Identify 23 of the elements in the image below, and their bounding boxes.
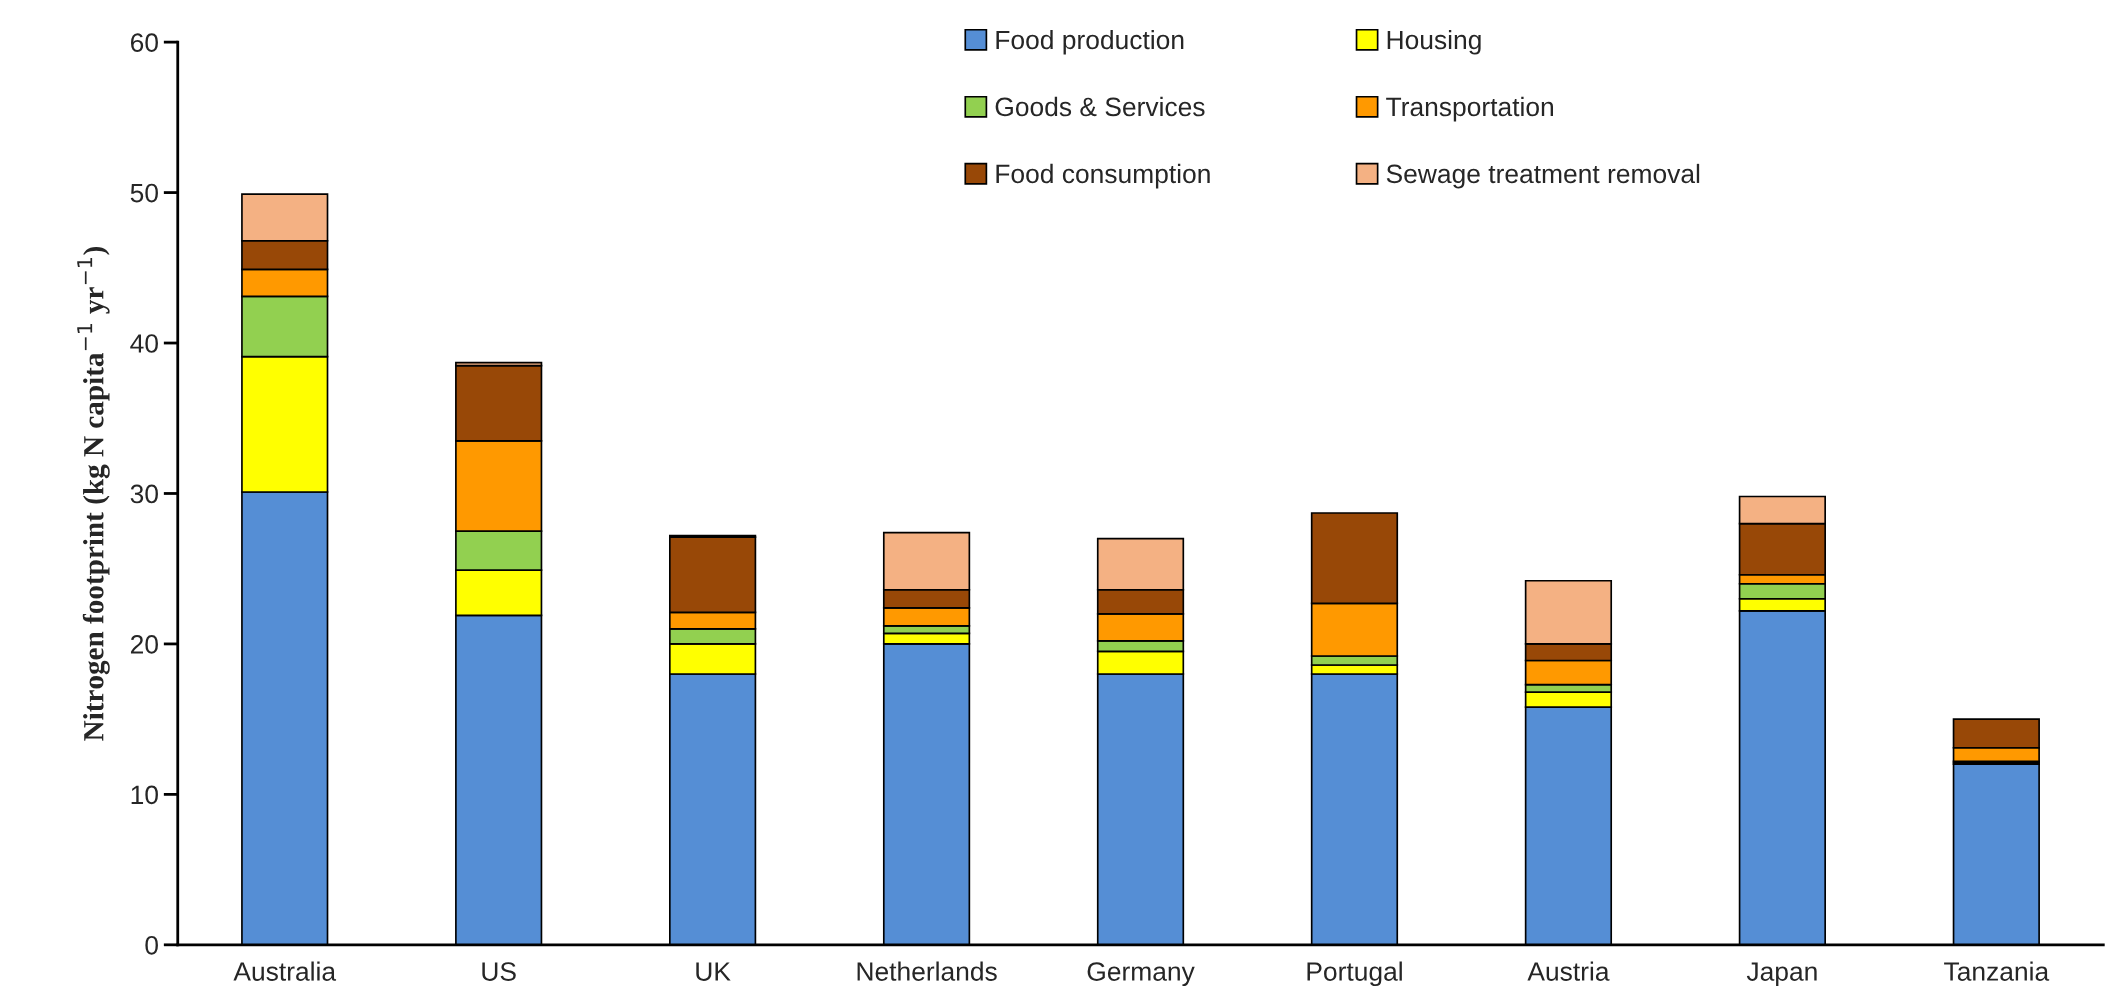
y-tick-label: 30 bbox=[130, 484, 158, 504]
y-axis-title: Nitrogen footprint (kg N capita$^{−1}$ yr$^{−1}$) bbox=[77, 246, 110, 741]
y-tick-label: 10 bbox=[131, 785, 158, 805]
y-tick-label: 20 bbox=[130, 635, 158, 654]
legend-label: Transportation bbox=[1386, 96, 1553, 122]
x-tick-label: Austria bbox=[1527, 961, 1610, 981]
x-tick-label: Japan bbox=[1746, 962, 1817, 987]
x-tick-label: Portugal bbox=[1307, 961, 1402, 987]
legend-label: Food production bbox=[996, 29, 1184, 55]
y-tick-label: 0 bbox=[145, 935, 158, 955]
y-tick-label: 40 bbox=[130, 334, 158, 353]
x-tick-label: Tanzania bbox=[1944, 961, 2050, 981]
y-tick-label: 50 bbox=[130, 183, 158, 203]
legend-label: Goods & Services bbox=[995, 96, 1205, 117]
x-tick-label: Australia bbox=[233, 961, 337, 981]
legend-label: Food consumption bbox=[996, 163, 1210, 189]
legend-label: Housing bbox=[1387, 29, 1481, 55]
x-tick-label: Netherlands bbox=[857, 961, 997, 981]
legend-label: Sewage treatment removal bbox=[1386, 163, 1700, 189]
x-tick-label: Germany bbox=[1087, 962, 1195, 987]
x-tick-label: US bbox=[482, 962, 516, 981]
y-tick-label: 60 bbox=[130, 33, 158, 52]
x-tick-label: UK bbox=[696, 962, 731, 981]
